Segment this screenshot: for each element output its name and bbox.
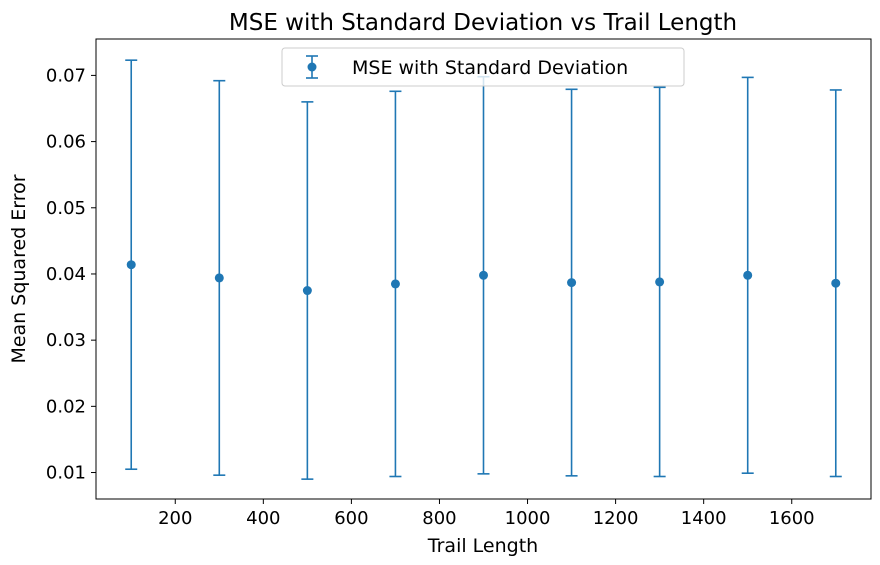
legend-box bbox=[281, 47, 685, 87]
data-point bbox=[390, 279, 400, 289]
data-point bbox=[479, 270, 488, 280]
axes: 200 400 600 800 1000 1200 1400 1600 0.01 0.02 0.03… bbox=[46, 65, 815, 529]
legend-label: MSE with Standard Deviation bbox=[352, 57, 628, 79]
x-tick-label: 600 bbox=[334, 508, 368, 529]
y-tick-label: 0.04 bbox=[46, 264, 86, 285]
x-tick-label: 1400 bbox=[681, 508, 727, 529]
data-point bbox=[743, 270, 753, 280]
data-point bbox=[655, 277, 665, 287]
y-axis-title: Mean Squared Error bbox=[8, 174, 30, 363]
chart-title: MSE with Standard Deviation vs Trail Len… bbox=[229, 10, 737, 36]
y-tick-label: 0.07 bbox=[46, 65, 86, 86]
y-tick-label: 0.03 bbox=[46, 330, 86, 351]
legend-point bbox=[307, 62, 317, 72]
x-tick-label: 1600 bbox=[769, 508, 815, 529]
data-point bbox=[831, 278, 841, 288]
x-tick-label: 400 bbox=[246, 508, 280, 529]
y-tick-label: 0.01 bbox=[46, 463, 86, 484]
x-tick-label: 1200 bbox=[593, 508, 639, 529]
data-point bbox=[214, 273, 224, 283]
x-axis-title: Trail Length bbox=[427, 535, 538, 557]
legend: MSE with Standard Deviation bbox=[281, 47, 685, 87]
x-tick-label: 1000 bbox=[505, 508, 551, 529]
plot-frame bbox=[95, 38, 872, 500]
data-point bbox=[126, 260, 136, 270]
legend-errorbar-marker bbox=[306, 55, 318, 79]
y-tick-label: 0.05 bbox=[46, 198, 86, 219]
x-tick-label: 200 bbox=[158, 508, 192, 529]
y-tick-label: 0.06 bbox=[46, 132, 86, 153]
x-tick-label: 800 bbox=[422, 508, 456, 529]
y-tick-label: 0.02 bbox=[46, 396, 86, 417]
data-point bbox=[302, 286, 312, 296]
data-point bbox=[567, 278, 577, 288]
